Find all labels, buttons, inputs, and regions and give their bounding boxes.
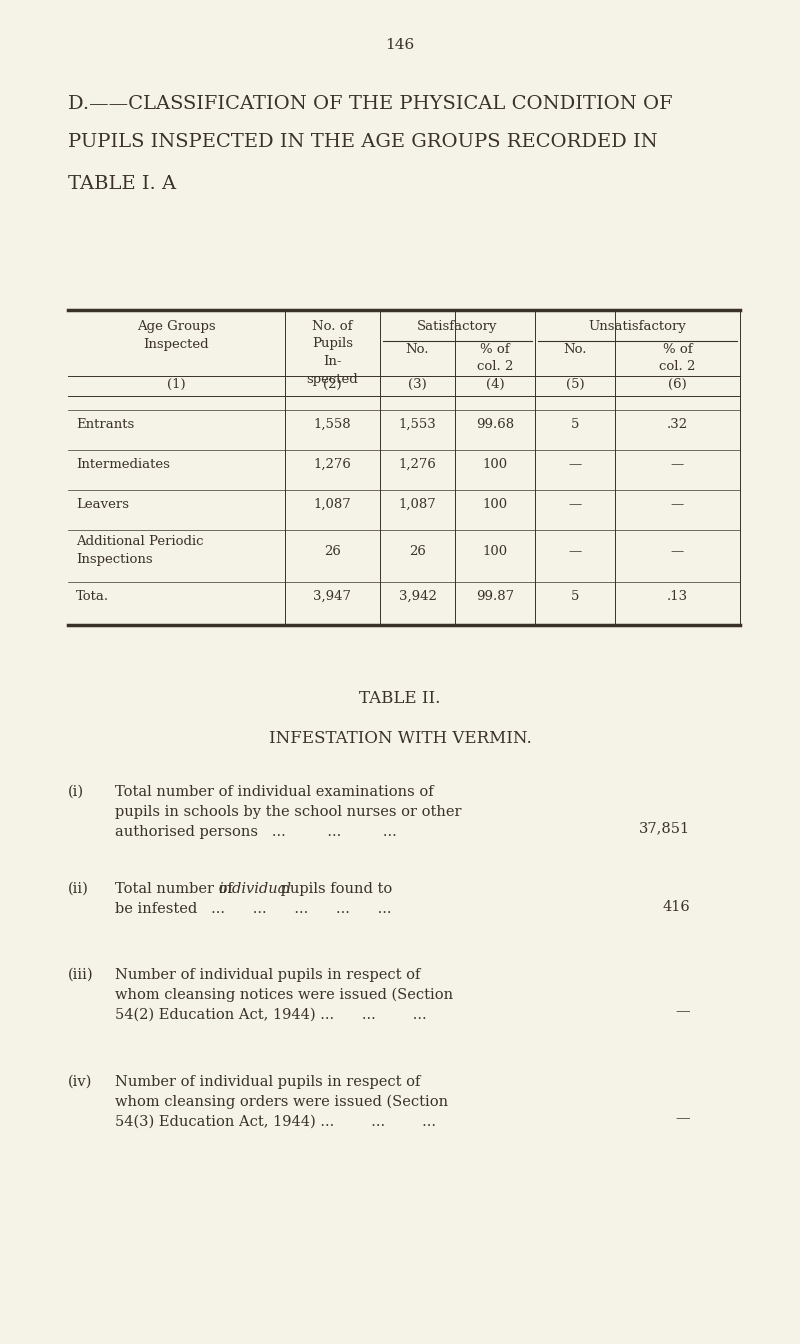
Text: 100: 100 bbox=[482, 458, 507, 470]
Text: —: — bbox=[568, 458, 582, 470]
Text: —: — bbox=[568, 546, 582, 558]
Text: (i): (i) bbox=[68, 785, 84, 798]
Text: No. of
Pupils
In-
spected: No. of Pupils In- spected bbox=[306, 320, 358, 386]
Text: .13: .13 bbox=[667, 590, 688, 603]
Text: 3,942: 3,942 bbox=[398, 590, 437, 603]
Text: whom cleansing orders were issued (Section: whom cleansing orders were issued (Secti… bbox=[115, 1095, 448, 1109]
Text: (iii): (iii) bbox=[68, 968, 94, 982]
Text: —: — bbox=[671, 458, 684, 470]
Text: Additional Periodic
Inspections: Additional Periodic Inspections bbox=[76, 535, 203, 566]
Text: 1,276: 1,276 bbox=[314, 458, 351, 470]
Text: (2): (2) bbox=[323, 378, 342, 391]
Text: —: — bbox=[675, 1111, 690, 1125]
Text: Number of individual pupils in respect of: Number of individual pupils in respect o… bbox=[115, 968, 420, 982]
Text: 1,087: 1,087 bbox=[314, 499, 351, 511]
Text: be infested   ...      ...      ...      ...      ...: be infested ... ... ... ... ... bbox=[115, 902, 391, 917]
Text: (6): (6) bbox=[668, 378, 687, 391]
Text: (3): (3) bbox=[408, 378, 427, 391]
Text: Unsatisfactory: Unsatisfactory bbox=[589, 320, 686, 333]
Text: 26: 26 bbox=[324, 546, 341, 558]
Text: Intermediates: Intermediates bbox=[76, 458, 170, 470]
Text: % of
col. 2: % of col. 2 bbox=[477, 343, 513, 374]
Text: Leavers: Leavers bbox=[76, 499, 129, 511]
Text: pupils found to: pupils found to bbox=[276, 882, 392, 896]
Text: —: — bbox=[671, 499, 684, 511]
Text: (4): (4) bbox=[486, 378, 504, 391]
Text: Tota.: Tota. bbox=[76, 590, 109, 603]
Text: (5): (5) bbox=[566, 378, 584, 391]
Text: .32: .32 bbox=[667, 418, 688, 431]
Text: 54(2) Education Act, 1944) ...      ...        ...: 54(2) Education Act, 1944) ... ... ... bbox=[115, 1008, 426, 1021]
Text: TABLE I. A: TABLE I. A bbox=[68, 175, 176, 194]
Text: Total number of: Total number of bbox=[115, 882, 238, 896]
Text: 5: 5 bbox=[571, 418, 579, 431]
Text: 1,558: 1,558 bbox=[314, 418, 351, 431]
Text: 54(3) Education Act, 1944) ...        ...        ...: 54(3) Education Act, 1944) ... ... ... bbox=[115, 1116, 436, 1129]
Text: authorised persons   ...         ...         ...: authorised persons ... ... ... bbox=[115, 825, 397, 839]
Text: No.: No. bbox=[563, 343, 586, 356]
Text: 99.68: 99.68 bbox=[476, 418, 514, 431]
Text: 5: 5 bbox=[571, 590, 579, 603]
Text: 3,947: 3,947 bbox=[314, 590, 351, 603]
Text: 100: 100 bbox=[482, 546, 507, 558]
Text: % of
col. 2: % of col. 2 bbox=[659, 343, 696, 374]
Text: Number of individual pupils in respect of: Number of individual pupils in respect o… bbox=[115, 1075, 420, 1089]
Text: whom cleansing notices were issued (Section: whom cleansing notices were issued (Sect… bbox=[115, 988, 453, 1003]
Text: No.: No. bbox=[406, 343, 430, 356]
Text: 146: 146 bbox=[386, 38, 414, 52]
Text: (ii): (ii) bbox=[68, 882, 89, 896]
Text: individual: individual bbox=[218, 882, 291, 896]
Text: —: — bbox=[568, 499, 582, 511]
Text: 1,553: 1,553 bbox=[398, 418, 436, 431]
Text: 416: 416 bbox=[662, 900, 690, 914]
Text: 99.87: 99.87 bbox=[476, 590, 514, 603]
Text: Entrants: Entrants bbox=[76, 418, 134, 431]
Text: pupils in schools by the school nurses or other: pupils in schools by the school nurses o… bbox=[115, 805, 462, 818]
Text: INFESTATION WITH VERMIN.: INFESTATION WITH VERMIN. bbox=[269, 730, 531, 747]
Text: (iv): (iv) bbox=[68, 1075, 92, 1089]
Text: PUPILS INSPECTED IN THE AGE GROUPS RECORDED IN: PUPILS INSPECTED IN THE AGE GROUPS RECOR… bbox=[68, 133, 658, 151]
Text: TABLE II.: TABLE II. bbox=[359, 689, 441, 707]
Text: 1,276: 1,276 bbox=[398, 458, 437, 470]
Text: (1): (1) bbox=[167, 378, 186, 391]
Text: 37,851: 37,851 bbox=[639, 821, 690, 835]
Text: D.——CLASSIFICATION OF THE PHYSICAL CONDITION OF: D.——CLASSIFICATION OF THE PHYSICAL CONDI… bbox=[68, 95, 673, 113]
Text: 100: 100 bbox=[482, 499, 507, 511]
Text: —: — bbox=[671, 546, 684, 558]
Text: 1,087: 1,087 bbox=[398, 499, 436, 511]
Text: Total number of individual examinations of: Total number of individual examinations … bbox=[115, 785, 434, 798]
Text: Satisfactory: Satisfactory bbox=[418, 320, 498, 333]
Text: —: — bbox=[675, 1004, 690, 1017]
Text: 26: 26 bbox=[409, 546, 426, 558]
Text: Age Groups
Inspected: Age Groups Inspected bbox=[137, 320, 216, 351]
